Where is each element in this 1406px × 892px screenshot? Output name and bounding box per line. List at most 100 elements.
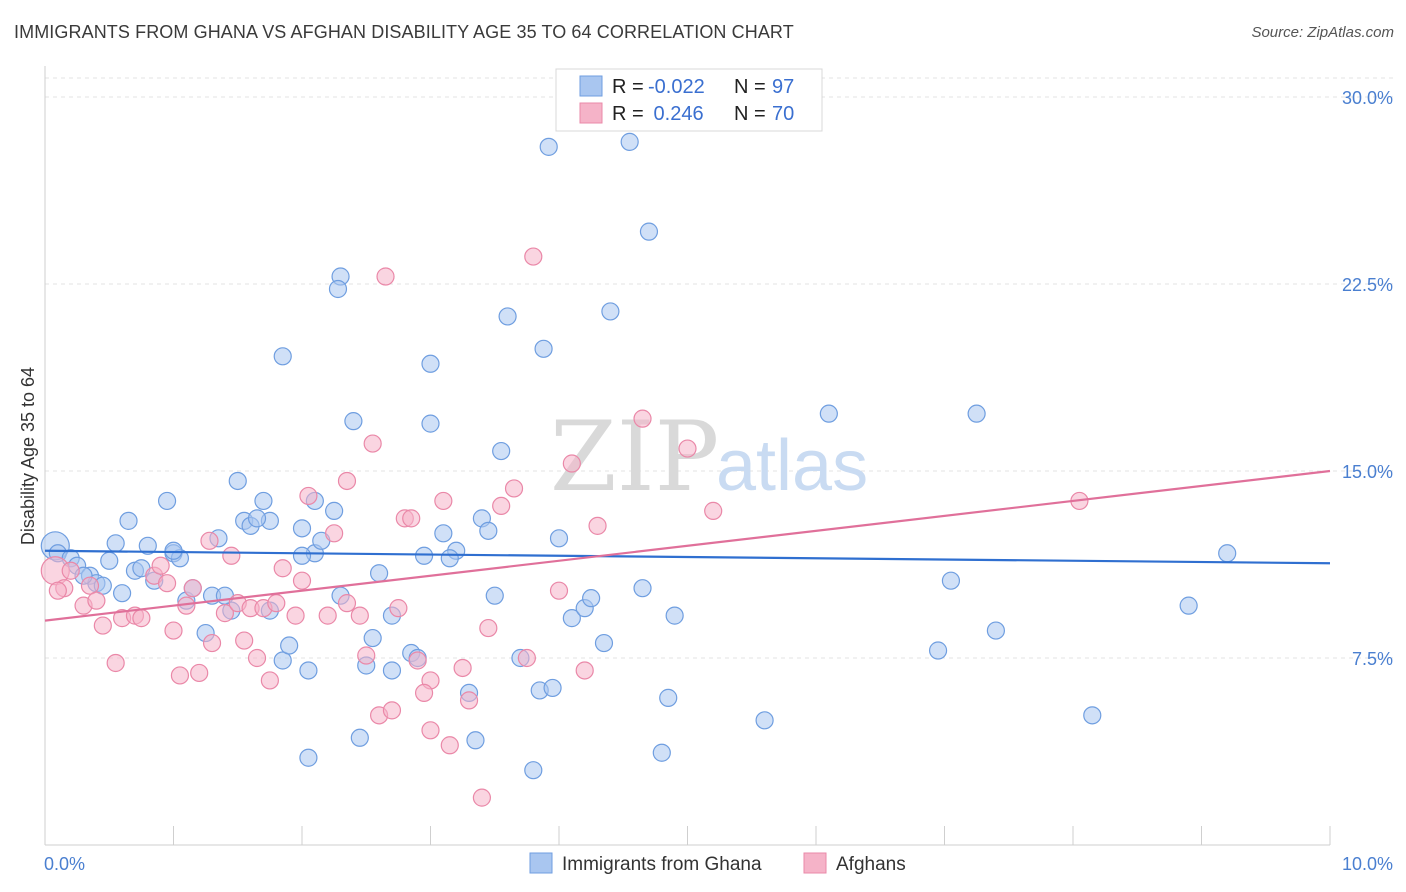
- data-point: [132, 609, 151, 628]
- legend-r-label-2: R =: [612, 103, 644, 125]
- data-point: [588, 516, 607, 535]
- data-point: [106, 534, 125, 553]
- data-point: [299, 661, 318, 680]
- watermark-atlas: atlas: [716, 426, 868, 506]
- data-point: [1179, 596, 1198, 615]
- data-point: [633, 409, 652, 428]
- x-tick-label: 10.0%: [1342, 854, 1393, 874]
- data-point: [466, 731, 485, 750]
- data-point: [382, 701, 402, 720]
- data-point: [472, 788, 491, 807]
- data-point: [260, 671, 279, 690]
- legend-n-label-2: N =: [734, 103, 766, 125]
- data-point: [633, 579, 652, 598]
- data-point: [337, 471, 357, 491]
- data-point: [48, 581, 67, 600]
- correlation-legend: R = -0.022 N = 97 R = 0.246 N = 70: [555, 68, 823, 132]
- watermark: ZIP atlas: [550, 401, 868, 513]
- trend-lines: [44, 469, 1331, 622]
- y-axis-label: Disability Age 35 to 64: [18, 367, 38, 545]
- data-point: [363, 628, 382, 648]
- data-point: [453, 658, 472, 678]
- data-point: [440, 549, 459, 568]
- data-point: [183, 579, 202, 598]
- data-point: [549, 529, 569, 548]
- trend-line-afghans: [44, 469, 1331, 622]
- data-point: [652, 743, 671, 762]
- data-point: [61, 561, 80, 580]
- legend-swatch-blue: [579, 75, 603, 97]
- axes: [44, 66, 1331, 846]
- data-point: [704, 501, 723, 520]
- legend-n-label-1: N =: [734, 76, 766, 98]
- data-point: [562, 609, 581, 628]
- data-point: [620, 132, 639, 151]
- data-point: [93, 616, 112, 635]
- data-point: [151, 556, 170, 575]
- data-point: [222, 546, 241, 565]
- legend-swatch-afghans: [803, 852, 827, 874]
- data-point: [286, 606, 305, 625]
- data-point: [678, 439, 697, 458]
- legend-label-ghana: Immigrants from Ghana: [562, 854, 762, 875]
- data-point: [498, 307, 517, 326]
- data-point: [350, 728, 369, 747]
- data-point: [665, 606, 684, 625]
- data-point: [421, 414, 440, 433]
- data-point: [299, 748, 318, 767]
- data-point: [273, 347, 292, 366]
- trend-line-ghana: [44, 549, 1331, 565]
- data-point: [325, 501, 344, 520]
- data-point: [215, 604, 234, 623]
- legend-r-value-2: 0.246: [648, 103, 704, 125]
- data-point: [267, 594, 286, 613]
- source-label: Source: ZipAtlas.com: [1251, 24, 1394, 41]
- data-point: [492, 496, 511, 516]
- data-point: [299, 486, 318, 506]
- data-point: [280, 636, 299, 655]
- y-tick-label: 15.0%: [1342, 462, 1393, 482]
- data-point: [479, 521, 498, 540]
- data-point: [87, 591, 106, 610]
- data-point: [350, 606, 369, 625]
- data-point: [382, 661, 402, 680]
- data-point: [434, 524, 453, 543]
- data-point: [524, 761, 543, 780]
- data-point: [228, 471, 247, 491]
- data-point: [273, 651, 292, 670]
- data-point: [200, 531, 219, 550]
- data-point: [112, 584, 132, 603]
- data-point: [273, 559, 292, 578]
- data-point: [485, 586, 504, 605]
- legend-label-afghans: Afghans: [836, 854, 906, 875]
- data-point: [562, 454, 581, 473]
- data-point: [254, 491, 273, 511]
- data-point: [389, 599, 408, 618]
- data-point: [414, 683, 434, 703]
- data-point: [659, 688, 678, 707]
- data-point: [492, 441, 511, 461]
- data-point: [967, 404, 986, 423]
- data-point: [575, 661, 594, 680]
- data-point: [941, 571, 961, 590]
- data-point: [414, 546, 434, 565]
- data-point: [292, 571, 312, 590]
- data-point: [594, 633, 614, 653]
- data-point: [517, 648, 536, 668]
- data-point: [344, 412, 363, 431]
- data-point: [459, 691, 479, 710]
- data-point: [247, 648, 267, 668]
- data-point: [440, 736, 459, 755]
- data-point: [601, 302, 620, 321]
- data-point: [202, 633, 222, 653]
- data-point: [357, 646, 376, 665]
- data-point: [318, 606, 337, 625]
- data-point: [138, 536, 157, 555]
- data-point: [639, 222, 659, 241]
- y-tick-labels: 7.5% 15.0% 22.5% 30.0%: [1342, 88, 1393, 669]
- data-point: [157, 574, 177, 593]
- data-point: [119, 511, 138, 530]
- y-tick-label: 22.5%: [1342, 275, 1393, 295]
- data-point: [100, 551, 119, 570]
